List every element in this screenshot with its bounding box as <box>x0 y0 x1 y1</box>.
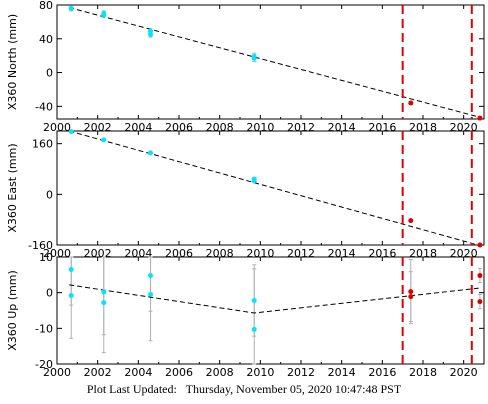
y-tick-label: 0 <box>46 188 53 201</box>
x-tick-label: 2018 <box>409 366 437 379</box>
data-point <box>477 299 483 305</box>
y-tick-label: 10 <box>39 251 53 264</box>
y-axis-label: X360 Up (mm) <box>6 270 19 351</box>
y-tick-label: 40 <box>39 33 53 46</box>
footer-label: Plot Last Updated: <box>86 382 177 396</box>
plot-frame <box>56 4 485 120</box>
trend-line <box>69 7 481 118</box>
y-tick-label: -20 <box>35 358 53 371</box>
data-point <box>251 55 257 61</box>
x-tick-label: 2020 <box>450 366 478 379</box>
data-point <box>408 100 414 106</box>
y-axis-label: X360 East (mm) <box>6 143 19 232</box>
data-point <box>148 291 154 297</box>
y-tick-label: -160 <box>28 239 53 252</box>
y-tick-label: -40 <box>35 100 53 113</box>
x-tick-label: 2000 <box>43 366 71 379</box>
data-point <box>408 218 414 224</box>
panel-3: 2000 2002 2004 2006 2008 2010 2012 2014 2016 2018… <box>6 251 485 379</box>
data-point <box>101 137 107 143</box>
x-tick-label: 2008 <box>206 366 234 379</box>
y-tick-label: 0 <box>46 287 53 300</box>
data-point <box>408 294 414 300</box>
x-tick-label: 2014 <box>328 366 356 379</box>
x-tick-label: 2010 <box>246 366 274 379</box>
data-point <box>101 289 107 295</box>
data-point <box>251 298 257 304</box>
x-tick-label: 2002 <box>84 366 112 379</box>
x-tick-label: 2016 <box>368 366 396 379</box>
data-point <box>251 326 257 332</box>
data-point <box>251 178 257 184</box>
data-point <box>68 129 74 135</box>
y-axis-label: X360 North (mm) <box>6 14 19 110</box>
data-point <box>101 12 107 18</box>
panel-1: 2000 2002 2004 2006 2008 2010 2012 2014 2016 2018… <box>6 0 485 134</box>
y-tick-label: 80 <box>39 0 53 12</box>
plot-frame <box>56 130 485 246</box>
y-tick-label: 160 <box>32 138 53 151</box>
data-point <box>148 32 154 38</box>
data-point <box>148 150 154 156</box>
footer-timestamp: Thursday, November 05, 2020 10:47:48 PST <box>185 382 402 396</box>
data-point <box>148 273 154 279</box>
data-point <box>408 289 414 295</box>
panel-2: 2000 2002 2004 2006 2008 2010 2012 2014 2016 2018… <box>6 129 485 260</box>
trend-line <box>69 130 481 247</box>
x-tick-label: 2012 <box>287 366 315 379</box>
data-point <box>68 5 74 11</box>
y-tick-label: 0 <box>46 67 53 80</box>
data-point <box>477 115 483 121</box>
data-point <box>477 273 483 279</box>
plot-frame <box>56 256 485 365</box>
y-tick-label: -10 <box>35 322 53 335</box>
x-tick-label: 2006 <box>165 366 193 379</box>
data-point <box>101 300 107 306</box>
data-point <box>68 266 74 272</box>
data-point <box>477 242 483 248</box>
x-tick-label: 2004 <box>124 366 152 379</box>
plot-updated-footer: Plot Last Updated: Thursday, November 05… <box>0 382 488 397</box>
data-point <box>68 293 74 299</box>
trend-line <box>69 284 480 314</box>
